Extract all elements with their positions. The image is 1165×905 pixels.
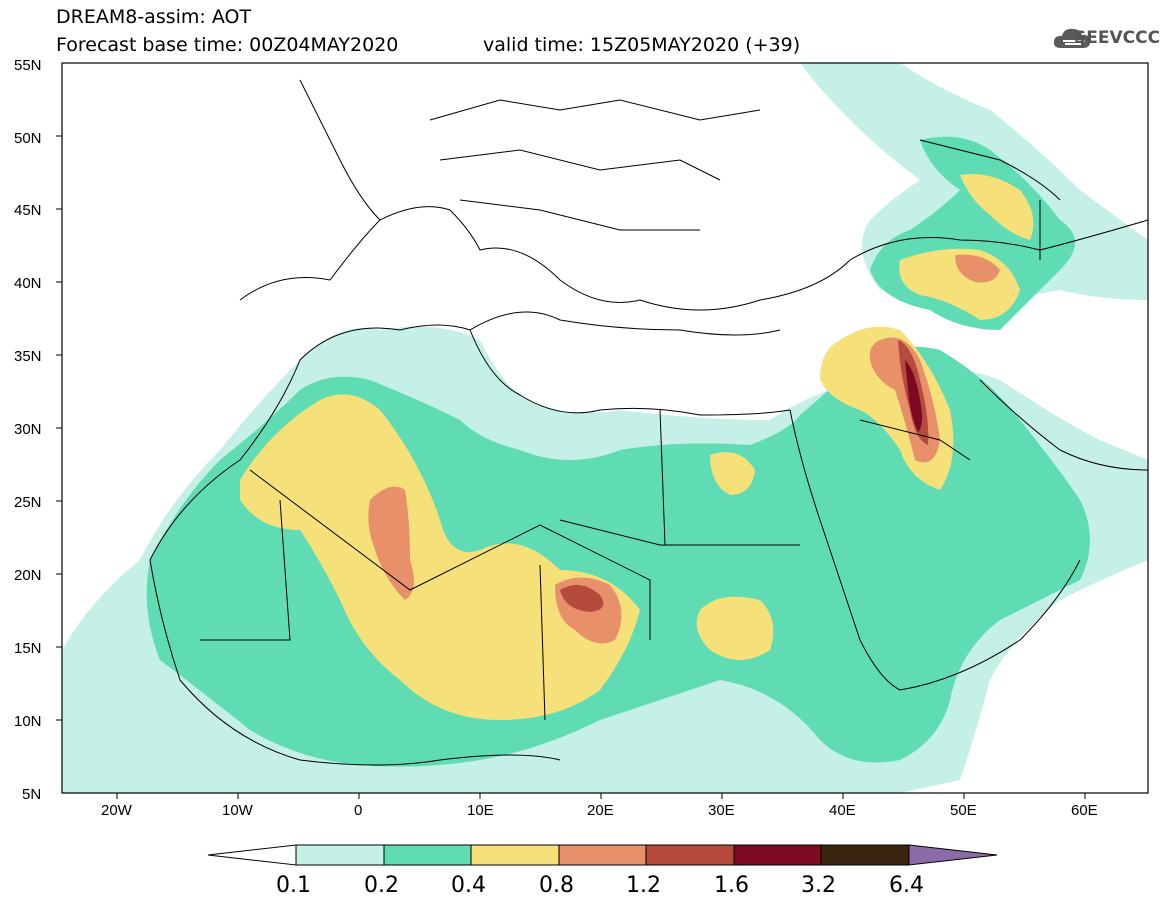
- lon-label: 20E: [587, 802, 614, 819]
- colorbar-bin: [383, 844, 472, 866]
- colorbar-over-triangle: [908, 844, 998, 866]
- lon-label: 0: [354, 802, 362, 819]
- logo-text: SEEVCCC: [1074, 28, 1161, 48]
- base-time-label: Forecast base time: 00Z04MAY2020: [56, 34, 399, 56]
- colorbar-bin: [820, 844, 910, 866]
- colorbar-label: 0.1: [276, 873, 311, 898]
- colorbar-label: 0.4: [451, 873, 486, 898]
- aot-field-0.4-caspian: [960, 174, 1034, 240]
- colorbar-bin: [558, 844, 647, 866]
- lat-label: 35N: [14, 348, 42, 365]
- colorbar-bin: [645, 844, 735, 866]
- lat-label: 25N: [14, 494, 42, 511]
- lat-label: 40N: [14, 275, 42, 292]
- lon-label: 30E: [708, 802, 735, 819]
- lat-label: 45N: [14, 202, 42, 219]
- aot-field-1.2-chad: [560, 585, 604, 612]
- aot-shading: [62, 63, 1148, 793]
- colorbar-label: 1.6: [714, 873, 749, 898]
- lat-label: 30N: [14, 421, 42, 438]
- lon-label: 10E: [467, 802, 494, 819]
- aot-field-0.4-egypt: [710, 452, 755, 495]
- lat-label: 55N: [14, 57, 42, 74]
- aot-field-1.6-iraq: [905, 360, 923, 432]
- colorbar-label: 1.2: [626, 873, 661, 898]
- colorbar-bin: [470, 844, 560, 866]
- lon-label: 10W: [222, 802, 254, 819]
- valid-time-label: valid time: 15Z05MAY2020 (+39): [483, 34, 801, 56]
- lon-ticks: [116, 793, 1086, 799]
- lat-label: 10N: [14, 713, 42, 730]
- colorbar-bin: [295, 844, 385, 866]
- colorbar-under-triangle: [207, 844, 297, 866]
- lon-label: 40E: [829, 802, 856, 819]
- colorbar-bin: [733, 844, 822, 866]
- aot-field-0.4-africa: [240, 394, 640, 720]
- lon-label: 20W: [101, 802, 133, 819]
- colorbar-labels: 0.1 0.2 0.4 0.8 1.2 1.6 3.2 6.4: [276, 873, 924, 898]
- colorbar-label: 0.2: [364, 873, 399, 898]
- aot-field-0.8-algeria: [368, 486, 414, 600]
- lat-label: 15N: [14, 640, 42, 657]
- coastlines: [149, 79, 1148, 766]
- colorbar-label: 3.2: [801, 873, 836, 898]
- lat-axis: 55N 50N 45N 40N 35N 30N 25N 20N 15N 10N …: [14, 57, 42, 803]
- colorbar: [207, 844, 998, 866]
- aot-field-0.8-caucasus: [955, 254, 1000, 283]
- lon-label: 60E: [1071, 802, 1098, 819]
- colorbar-label: 0.8: [539, 873, 574, 898]
- lat-label: 20N: [14, 567, 42, 584]
- aot-field-0.4-sudan: [696, 596, 774, 660]
- colorbar-label: 6.4: [889, 873, 924, 898]
- lon-axis: 20W 10W 0 10E 20E 30E 40E 50E 60E: [101, 802, 1098, 819]
- lat-ticks: [56, 135, 62, 721]
- lon-label: 50E: [950, 802, 977, 819]
- lat-label: 50N: [14, 130, 42, 147]
- model-title: DREAM8-assim: AOT: [56, 6, 252, 28]
- lat-label: 5N: [22, 786, 41, 803]
- cloud-logo-icon: [1053, 28, 1091, 48]
